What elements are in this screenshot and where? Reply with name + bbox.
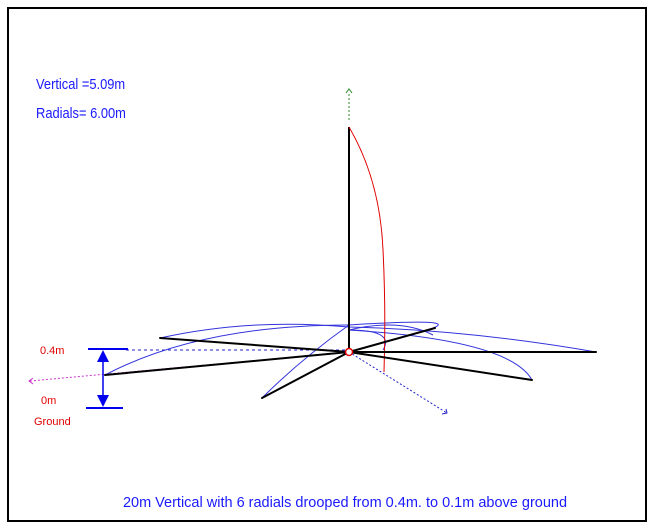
- vertical-length-label: Vertical =5.09m: [36, 75, 125, 92]
- height-bottom-label: 0m: [41, 395, 56, 407]
- caption: 20m Vertical with 6 radials drooped from…: [123, 495, 567, 511]
- height-arrow: [86, 348, 128, 409]
- radials-length-label: Radials= 6.00m: [36, 104, 126, 121]
- height-top-label: 0.4m: [40, 345, 64, 357]
- radial-current-curves: [104, 321, 597, 399]
- vertical-current-curve: [348, 126, 386, 373]
- feed-point: [344, 347, 354, 357]
- ground-label: Ground: [34, 416, 71, 428]
- y-axis: [348, 351, 448, 415]
- radial-wires: [104, 327, 597, 399]
- diagram-frame: [7, 7, 647, 522]
- z-axis: [345, 88, 353, 120]
